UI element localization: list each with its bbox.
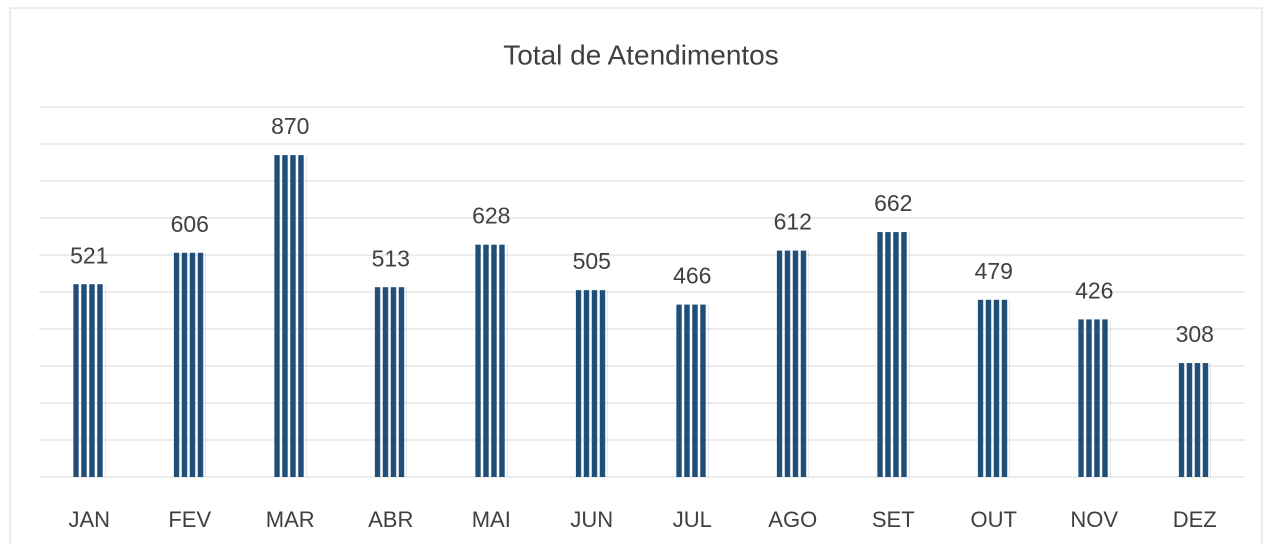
value-label: 308 [1176,321,1214,347]
value-label: 870 [271,113,309,139]
x-tick-label: JAN [68,507,110,532]
bar [776,250,809,477]
x-tick-label: OUT [971,507,1017,532]
bar [173,252,206,477]
x-tick-label: NOV [1070,507,1118,532]
bar [1178,363,1211,477]
x-tick-label: JUL [673,507,712,532]
value-label: 628 [472,203,510,229]
chart-border [9,7,1263,544]
bar [374,287,407,477]
bar [877,232,910,477]
value-label: 606 [171,211,209,237]
x-tick-label: FEV [168,507,211,532]
bar [475,244,508,477]
bar [73,284,106,477]
value-label: 612 [774,209,812,235]
bar [1078,319,1111,477]
value-label: 426 [1075,277,1113,303]
bar [676,304,709,477]
x-tick-label: SET [872,507,915,532]
x-tick-label: MAI [472,507,511,532]
chart-title: Total de Atendimentos [503,39,779,70]
value-label: 466 [673,263,711,289]
value-label: 513 [372,245,410,271]
x-tick-label: DEZ [1173,507,1217,532]
bar [977,299,1010,477]
x-tick-label: ABR [368,507,413,532]
value-label: 521 [70,242,108,268]
bar [575,290,608,477]
x-tick-label: MAR [266,507,315,532]
x-tick-label: AGO [768,507,817,532]
x-tick-label: JUN [570,507,613,532]
value-label: 505 [573,248,611,274]
value-label: 479 [975,258,1013,284]
value-label: 662 [874,190,912,216]
bar [274,155,307,477]
